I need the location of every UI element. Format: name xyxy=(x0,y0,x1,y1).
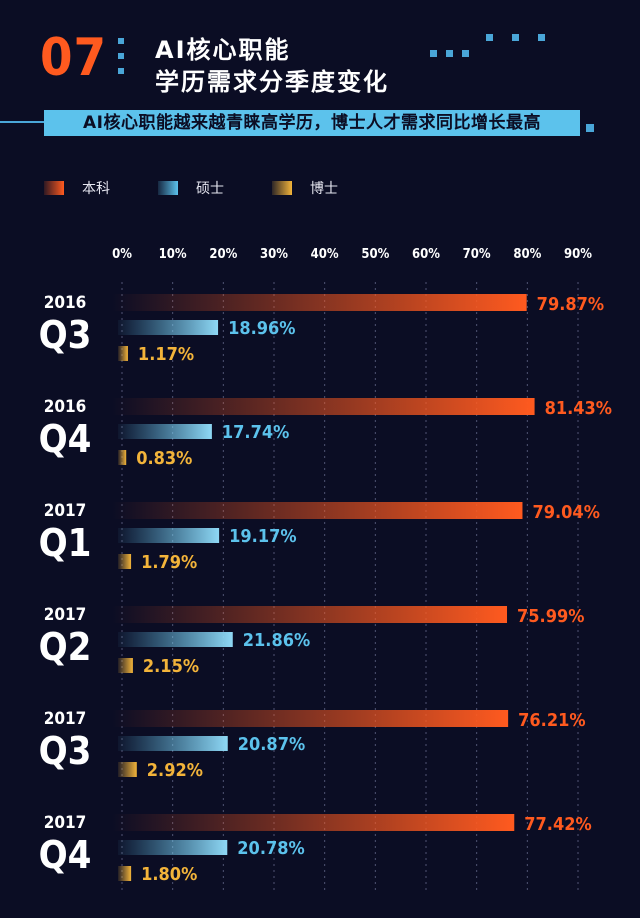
data-label-bachelor: 79.04% xyxy=(532,502,599,523)
category-quarter-label: Q2 xyxy=(39,625,92,669)
data-label-doctor: 2.15% xyxy=(143,656,199,677)
subtitle-banner: AI核心职能越来越青睐高学历，博士人才需求同比增长最高 xyxy=(44,110,580,136)
bar-bachelor xyxy=(112,294,527,311)
data-label-bachelor: 81.43% xyxy=(545,398,612,419)
category-quarter-label: Q3 xyxy=(39,729,92,773)
data-label-master: 19.17% xyxy=(229,526,296,547)
data-label-doctor: 2.92% xyxy=(147,760,203,781)
legend-label-doctor: 博士 xyxy=(310,181,338,197)
x-tick-label: 80% xyxy=(513,247,541,262)
bar-bachelor xyxy=(112,502,523,519)
category-year-label: 2016 xyxy=(44,293,87,313)
data-label-bachelor: 79.87% xyxy=(537,294,604,315)
category-year-label: 2017 xyxy=(44,709,87,729)
data-label-bachelor: 76.21% xyxy=(518,710,585,731)
x-tick-label: 50% xyxy=(361,247,389,262)
category-year-label: 2016 xyxy=(44,397,87,417)
legend: 本科 硕士 博士 xyxy=(44,178,604,198)
subtitle-line-decoration xyxy=(0,121,44,123)
legend-label-master: 硕士 xyxy=(196,181,224,197)
category-quarter-label: Q4 xyxy=(39,833,92,877)
data-label-bachelor: 75.99% xyxy=(517,606,584,627)
x-tick-label: 30% xyxy=(260,247,288,262)
bar-master xyxy=(118,632,233,647)
category-quarter-label: Q4 xyxy=(39,417,92,461)
bar-doctor xyxy=(118,346,128,361)
bar-master xyxy=(118,840,228,855)
category-year-label: 2017 xyxy=(44,813,87,833)
x-tick-label: 10% xyxy=(159,247,187,262)
bar-doctor xyxy=(118,554,132,569)
title-line-2: 学历需求分季度变化 xyxy=(155,68,389,96)
bar-doctor xyxy=(118,658,133,673)
data-label-master: 17.74% xyxy=(222,422,289,443)
category-quarter-label: Q3 xyxy=(39,313,92,357)
category-year-label: 2017 xyxy=(44,501,87,521)
bar-doctor xyxy=(118,450,127,465)
x-tick-label: 90% xyxy=(564,247,592,262)
x-tick-label: 20% xyxy=(209,247,237,262)
vertical-dots-decoration xyxy=(118,38,126,83)
data-label-master: 18.96% xyxy=(228,318,295,339)
section-number: 07 xyxy=(40,28,108,88)
data-label-master: 20.87% xyxy=(238,734,305,755)
subtitle-square-decoration xyxy=(586,124,594,132)
legend-swatch-bachelor xyxy=(44,181,64,195)
bar-master xyxy=(118,424,212,439)
header: 07 AI核心职能 学历需求分季度变化 AI核心职能越来越青睐高学历，博士人才需… xyxy=(0,0,640,150)
legend-swatch-master xyxy=(158,181,178,195)
bar-doctor xyxy=(118,866,132,881)
data-label-doctor: 1.17% xyxy=(138,344,194,365)
x-tick-label: 40% xyxy=(311,247,339,262)
data-label-bachelor: 77.42% xyxy=(524,814,591,835)
x-tick-label: 70% xyxy=(463,247,491,262)
bar-master xyxy=(118,736,228,751)
bar-bachelor xyxy=(112,710,509,727)
x-tick-label: 60% xyxy=(412,247,440,262)
bar-bachelor xyxy=(112,814,515,831)
data-label-doctor: 0.83% xyxy=(136,448,192,469)
title-line-1: AI核心职能 xyxy=(155,36,291,64)
data-label-doctor: 1.80% xyxy=(141,864,197,885)
bar-bachelor xyxy=(112,606,508,623)
bar-master xyxy=(118,528,220,543)
x-tick-label: 0% xyxy=(112,247,132,262)
dots-decoration xyxy=(430,34,550,64)
bar-bachelor xyxy=(112,398,535,415)
data-label-master: 20.78% xyxy=(237,838,304,859)
bar-master xyxy=(118,320,219,335)
legend-swatch-doctor xyxy=(272,181,292,195)
data-label-master: 21.86% xyxy=(243,630,310,651)
category-quarter-label: Q1 xyxy=(39,521,92,565)
legend-label-bachelor: 本科 xyxy=(82,181,110,197)
data-label-doctor: 1.79% xyxy=(141,552,197,573)
bar-doctor xyxy=(118,762,137,777)
category-year-label: 2017 xyxy=(44,605,87,625)
